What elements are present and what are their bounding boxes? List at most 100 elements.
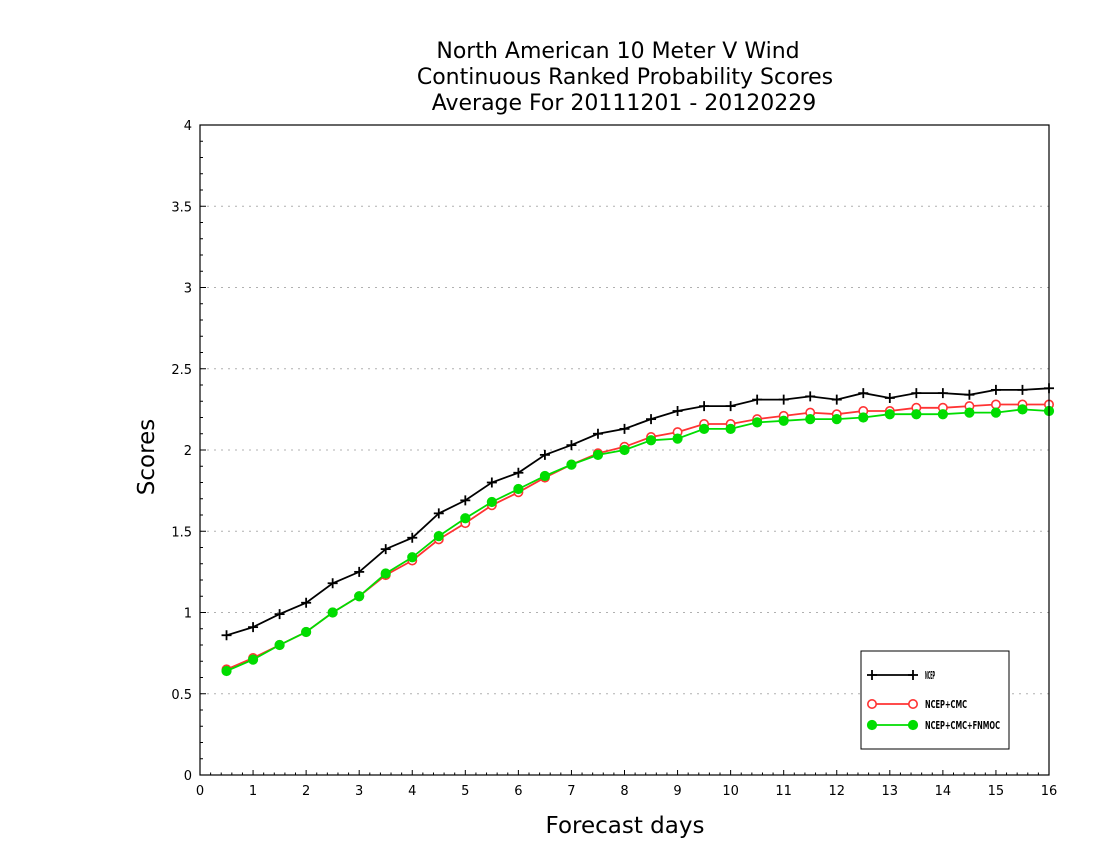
series-0-point-13 <box>566 440 577 451</box>
series-1 <box>221 399 1055 675</box>
series-0-point-4 <box>327 578 338 589</box>
series-2-point-10 <box>486 496 497 508</box>
series-0-point-25 <box>884 393 895 403</box>
series-2-point-24 <box>858 412 869 423</box>
series-0-point-10 <box>486 477 497 488</box>
x-tick-label-0: 0 <box>196 784 204 799</box>
chart-title-line-2: Continuous Ranked Probability Scores <box>417 65 833 90</box>
series-0-point-3 <box>301 597 312 608</box>
legend-marker-left-0 <box>867 670 877 680</box>
series-0-point-8 <box>433 508 444 519</box>
series-0-point-23 <box>831 394 842 405</box>
x-tick-label-16: 16 <box>1041 784 1058 799</box>
series-2-point-22 <box>805 414 816 425</box>
series-2-point-20 <box>752 417 763 428</box>
x-tick-label-12: 12 <box>828 784 845 799</box>
series-2-point-3 <box>301 626 312 638</box>
series-0-point-28 <box>964 389 975 400</box>
y-tick-label-7: 3.5 <box>171 200 192 215</box>
series-0-point-11 <box>513 467 524 478</box>
series-0-point-6 <box>380 544 391 555</box>
series-0-point-14 <box>592 428 603 439</box>
legend-label-2: NCEP+CMC+FNMOC <box>925 719 1000 732</box>
series-2-point-27 <box>937 409 948 420</box>
series-2-point-16 <box>645 435 657 446</box>
series-0-point-19 <box>725 401 736 412</box>
series-2-point-19 <box>725 423 736 434</box>
series-line-2 <box>226 408 1050 672</box>
series-1-point-29 <box>990 399 1001 410</box>
series-0-point-24 <box>858 388 869 399</box>
series-2-point-13 <box>566 459 577 470</box>
series-line-0 <box>226 387 1050 637</box>
x-tick-label-7: 7 <box>567 784 575 799</box>
series-0-point-20 <box>752 394 763 405</box>
series-2-point-7 <box>407 552 418 563</box>
x-axis-label: Forecast days <box>546 813 705 839</box>
series-0-point-22 <box>805 391 816 402</box>
legend-box <box>860 650 1010 750</box>
x-tick-label-3: 3 <box>355 784 363 799</box>
x-tick-label-14: 14 <box>935 784 952 799</box>
series-0-point-12 <box>539 449 550 460</box>
x-axis: 0 1 2 3 4 5 6 7 8 9 10 11 12 13 14 15 16 <box>196 770 1057 799</box>
series-2-point-18 <box>698 423 710 434</box>
series-2-point-0 <box>221 665 232 677</box>
series-2-point-14 <box>592 449 604 460</box>
chart-title: North American 10 Meter V Wind Continuou… <box>417 39 833 116</box>
series-0-point-2 <box>274 609 285 620</box>
series-2-point-17 <box>672 433 683 444</box>
x-tick-label-4: 4 <box>408 784 416 799</box>
x-tick-label-15: 15 <box>988 784 1005 799</box>
series-0-point-30 <box>1017 384 1028 395</box>
series-0-point-0 <box>221 630 232 641</box>
grid-lines <box>200 205 1049 695</box>
legend-entry-0: NCEP <box>867 669 935 682</box>
x-tick-label-2: 2 <box>302 784 310 799</box>
series-2-point-8 <box>433 531 444 542</box>
series-2-point-29 <box>990 407 1002 418</box>
legend-marker-left-1 <box>866 698 877 709</box>
legend-marker-left-2 <box>866 719 878 731</box>
chart-title-line-1: North American 10 Meter V Wind <box>436 39 799 64</box>
y-axis: 0 0.5 1 1.5 2 2.5 3 3.5 4 <box>171 119 206 784</box>
series-0-point-29 <box>990 384 1001 395</box>
legend-label-0: NCEP <box>925 669 935 682</box>
series-0-point-16 <box>646 414 657 425</box>
series-0-point-9 <box>460 495 471 506</box>
y-tick-label-3: 1.5 <box>171 525 192 540</box>
series-0-point-27 <box>937 388 948 399</box>
series-2-point-30 <box>1017 404 1028 415</box>
series-2-point-2 <box>274 639 285 651</box>
y-tick-label-6: 3 <box>184 282 192 297</box>
x-tick-label-13: 13 <box>882 784 899 799</box>
series-0-point-1 <box>248 622 259 633</box>
series-0-point-15 <box>619 423 630 434</box>
y-tick-label-2: 1 <box>184 607 192 622</box>
y-tick-label-8: 4 <box>184 119 192 134</box>
series-2-point-12 <box>539 470 551 482</box>
series-2-point-6 <box>380 568 391 579</box>
series-2-point-9 <box>460 513 471 524</box>
series-2-point-25 <box>884 409 895 420</box>
x-tick-label-11: 11 <box>775 784 792 799</box>
series-0-point-5 <box>354 566 365 577</box>
y-tick-label-5: 2.5 <box>171 363 192 378</box>
y-tick-label-1: 0.5 <box>171 688 192 703</box>
series-2-point-23 <box>831 414 842 425</box>
legend-label-1: NCEP+CMC <box>925 698 967 711</box>
series-0-point-17 <box>672 406 683 416</box>
y-tick-label-4: 2 <box>184 444 192 459</box>
x-tick-label-8: 8 <box>620 784 628 799</box>
series-0-point-18 <box>699 401 710 412</box>
legend-marker-right-1 <box>907 698 918 709</box>
series-0-point-7 <box>407 532 418 543</box>
chart-title-line-3: Average For 20111201 - 20120229 <box>432 91 817 116</box>
x-tick-label-1: 1 <box>249 784 257 799</box>
y-tick-label-0: 0 <box>184 769 192 784</box>
series-0-point-26 <box>911 388 922 399</box>
series-2-point-21 <box>778 415 789 426</box>
series-2-point-15 <box>619 444 630 456</box>
series-2-point-1 <box>247 654 259 665</box>
